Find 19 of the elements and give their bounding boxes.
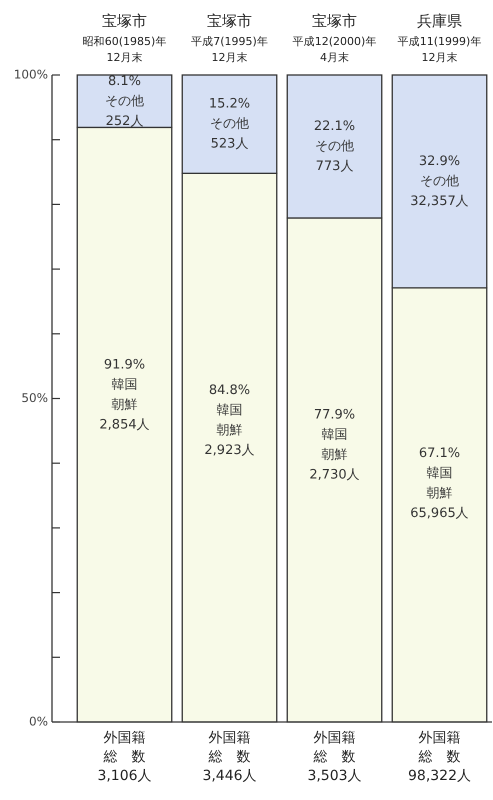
data-label: 15.2% その他 523人 [208,96,250,152]
data-label: 84.8% 韓国朝鮮 2,923人 [204,382,255,458]
data-label: 91.9% 韓国朝鮮 2,854人 [99,358,150,433]
y-tick-label: 0% [28,714,48,728]
y-tick-label: 50% [21,390,48,405]
total-label: 外国籍総 数 3,503人 [307,730,362,784]
data-label: 32.9% その他 32,357人 [410,154,469,209]
x-tick-label: 宝塚市平成12(2000)年 4月末 [292,12,376,64]
x-tick-label: 宝塚市昭和60(1985)年 12月末 [82,12,166,64]
total-label: 外国籍総 数 3,106人 [97,730,152,784]
total-label: 外国籍総 数 3,446人 [202,730,257,784]
y-tick-label: 100% [14,67,48,82]
data-label: 22.1% その他 773人 [314,119,356,174]
x-tick-label: 兵庫県平成11(1999)年 12月末 [398,12,482,64]
x-tick-label: 宝塚市平成7(1995)年 12月末 [191,12,268,64]
data-label: 67.1% 韓国朝鮮 65,965人 [410,446,469,521]
total-label: 外国籍総 数 98,322人 [408,730,471,784]
data-label: 8.1% その他 252人 [105,74,144,129]
data-label: 77.9% 韓国朝鮮 2,730人 [309,407,360,482]
